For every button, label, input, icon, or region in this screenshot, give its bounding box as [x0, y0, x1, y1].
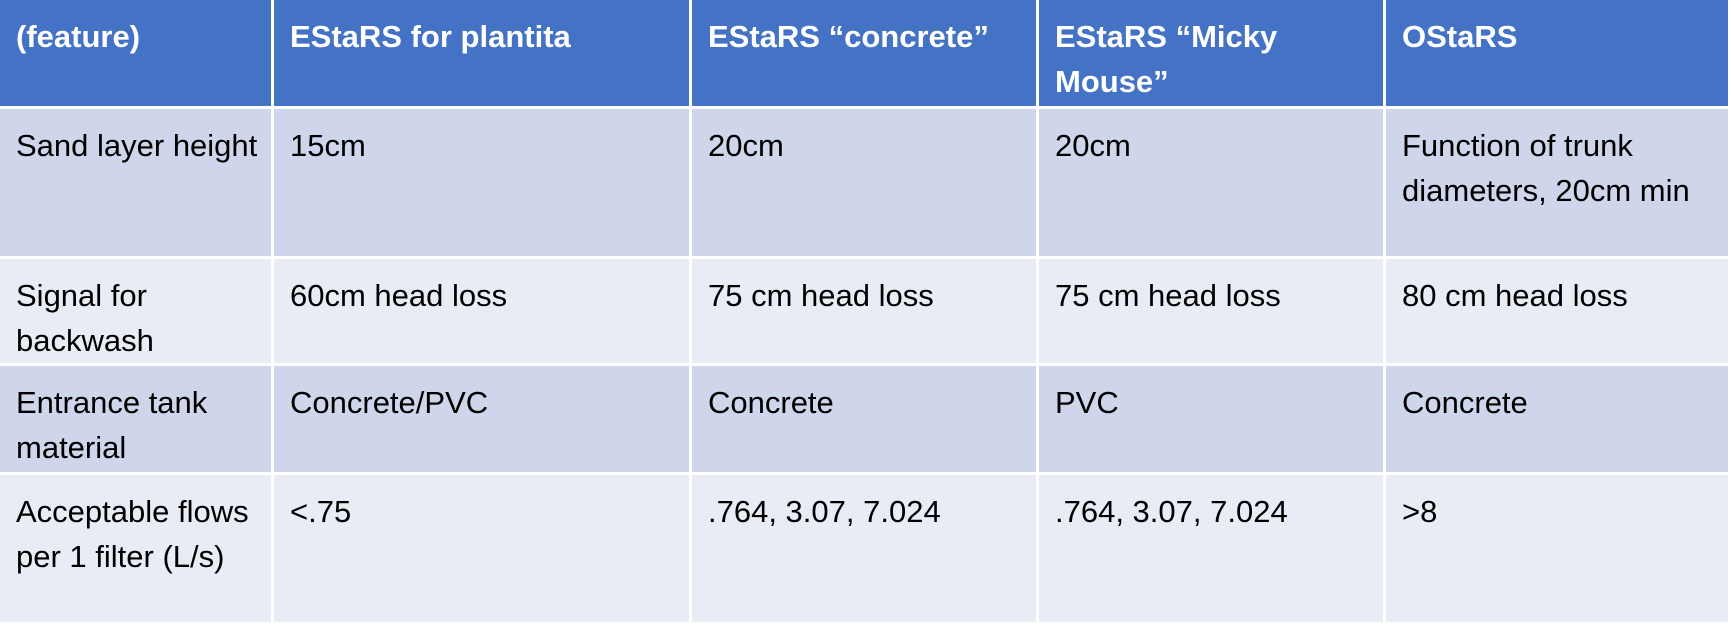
table-cell: 15cm — [274, 109, 692, 259]
row-label-acceptable-flows: Acceptable flows per 1 filter (L/s) — [0, 475, 274, 625]
header-feature: (feature) — [0, 0, 274, 109]
table-row: Signal for backwash 60cm head loss 75 cm… — [0, 259, 1731, 366]
header-estars-micky-mouse: EStaRS “Micky Mouse” — [1039, 0, 1386, 109]
row-label-sand-layer-height: Sand layer height — [0, 109, 274, 259]
table-cell: Concrete — [692, 366, 1039, 475]
header-estars-plantita: EStaRS for plantita — [274, 0, 692, 109]
table-cell: 80 cm head loss — [1386, 259, 1731, 366]
table-cell: Concrete — [1386, 366, 1731, 475]
table-cell: PVC — [1039, 366, 1386, 475]
table-cell: 20cm — [1039, 109, 1386, 259]
table-row: Acceptable flows per 1 filter (L/s) <.75… — [0, 475, 1731, 625]
header-estars-concrete: EStaRS “concrete” — [692, 0, 1039, 109]
table-cell: <.75 — [274, 475, 692, 625]
table-cell: 20cm — [692, 109, 1039, 259]
table-cell: 75 cm head loss — [692, 259, 1039, 366]
table-cell: .764, 3.07, 7.024 — [692, 475, 1039, 625]
table-cell: >8 — [1386, 475, 1731, 625]
row-label-entrance-tank-material: Entrance tank material — [0, 366, 274, 475]
table-cell: Concrete/PVC — [274, 366, 692, 475]
table-cell: .764, 3.07, 7.024 — [1039, 475, 1386, 625]
header-ostars: OStaRS — [1386, 0, 1731, 109]
table-cell: 60cm head loss — [274, 259, 692, 366]
row-label-signal-for-backwash: Signal for backwash — [0, 259, 274, 366]
table-cell: Function of trunk diameters, 20cm min — [1386, 109, 1731, 259]
table-row: Entrance tank material Concrete/PVC Conc… — [0, 366, 1731, 475]
table-header-row: (feature) EStaRS for plantita EStaRS “co… — [0, 0, 1731, 109]
table-cell: 75 cm head loss — [1039, 259, 1386, 366]
table-row: Sand layer height 15cm 20cm 20cm Functio… — [0, 109, 1731, 259]
